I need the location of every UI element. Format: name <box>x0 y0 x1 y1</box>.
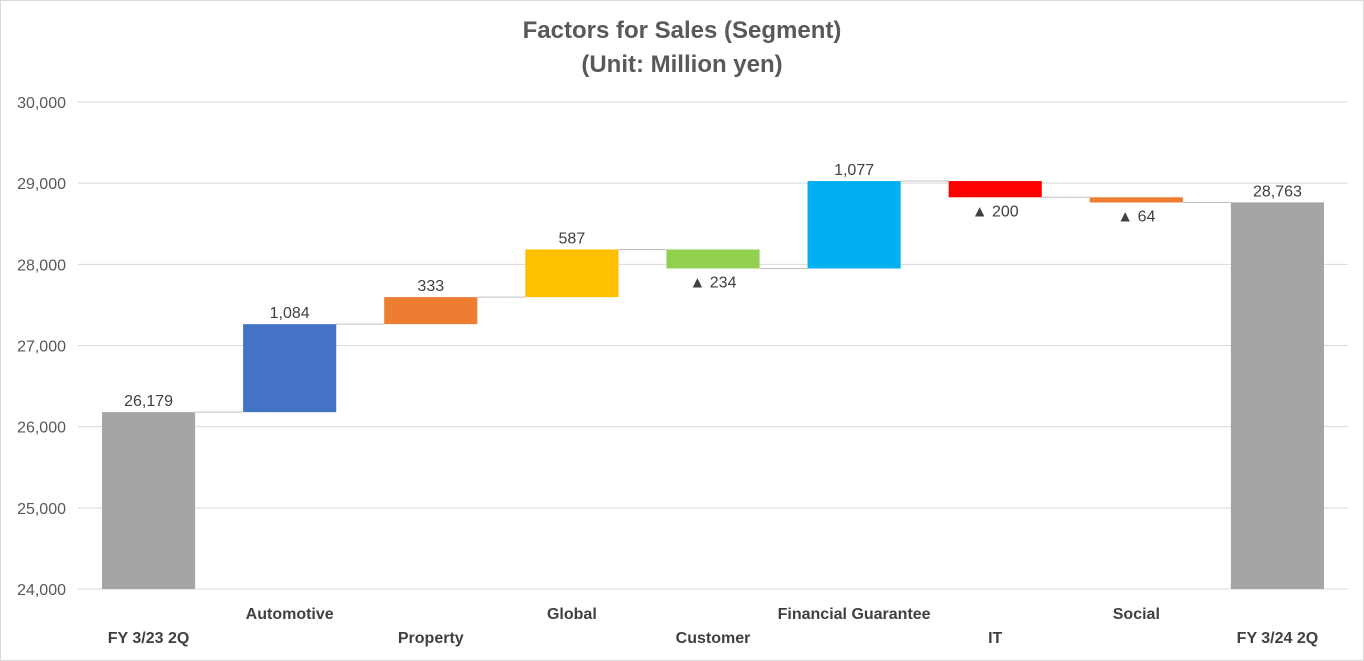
bar-property <box>384 297 478 325</box>
data-label: 28,763 <box>1253 183 1302 200</box>
x-tick-label: Financial Guarantee <box>778 606 931 623</box>
bar-financial-guarantee <box>807 181 901 269</box>
y-tick-label: 27,000 <box>17 339 66 356</box>
bar-fy-3-24-2q <box>1230 202 1325 589</box>
data-label: ▲ 64 <box>1117 208 1155 225</box>
y-tick-label: 28,000 <box>17 257 66 274</box>
bar-automotive <box>243 324 337 413</box>
x-tick-label: Global <box>547 606 597 623</box>
y-tick-label: 29,000 <box>17 176 66 193</box>
data-label: ▲ 234 <box>690 274 737 291</box>
x-tick-label: IT <box>988 630 1002 647</box>
data-label: 333 <box>417 278 444 295</box>
x-tick-label: Property <box>398 630 464 647</box>
chart-subtitle: (Unit: Million yen) <box>581 51 783 78</box>
x-tick-label: FY 3/23 2Q <box>108 630 190 647</box>
data-labels: 26,179 1,084 333 587 ▲ 234 1,077 ▲ 200 ▲ 64 28,7… <box>124 162 1302 410</box>
x-tick-label: Customer <box>676 630 751 647</box>
connector-lines <box>195 180 1231 413</box>
x-axis: FY 3/23 2Q Automotive Property Global Custom… <box>108 606 1318 647</box>
data-label: 1,077 <box>834 162 874 179</box>
bar-it <box>948 181 1042 198</box>
bar-fy-3-23-2q <box>101 412 196 589</box>
data-label: 1,084 <box>270 305 310 322</box>
x-tick-label: Social <box>1113 606 1160 623</box>
data-label: 587 <box>559 230 586 247</box>
bar-global <box>525 249 619 298</box>
y-tick-label: 24,000 <box>17 582 66 599</box>
bars <box>101 181 1325 589</box>
x-tick-label: FY 3/24 2Q <box>1237 630 1319 647</box>
chart-title-block: Factors for Sales (Segment) (Unit: Milli… <box>0 14 1364 82</box>
y-tick-label: 26,000 <box>17 420 66 437</box>
chart-title: Factors for Sales (Segment) <box>522 17 842 44</box>
y-axis: 24,000 25,000 26,000 27,000 28,000 29,000 30,0… <box>17 95 66 599</box>
bar-customer <box>666 249 760 269</box>
y-tick-label: 30,000 <box>17 95 66 112</box>
bar-social <box>1089 197 1183 203</box>
data-label: ▲ 200 <box>972 203 1019 220</box>
y-tick-label: 25,000 <box>17 501 66 518</box>
x-tick-label: Automotive <box>246 606 334 623</box>
data-label: 26,179 <box>124 393 173 410</box>
